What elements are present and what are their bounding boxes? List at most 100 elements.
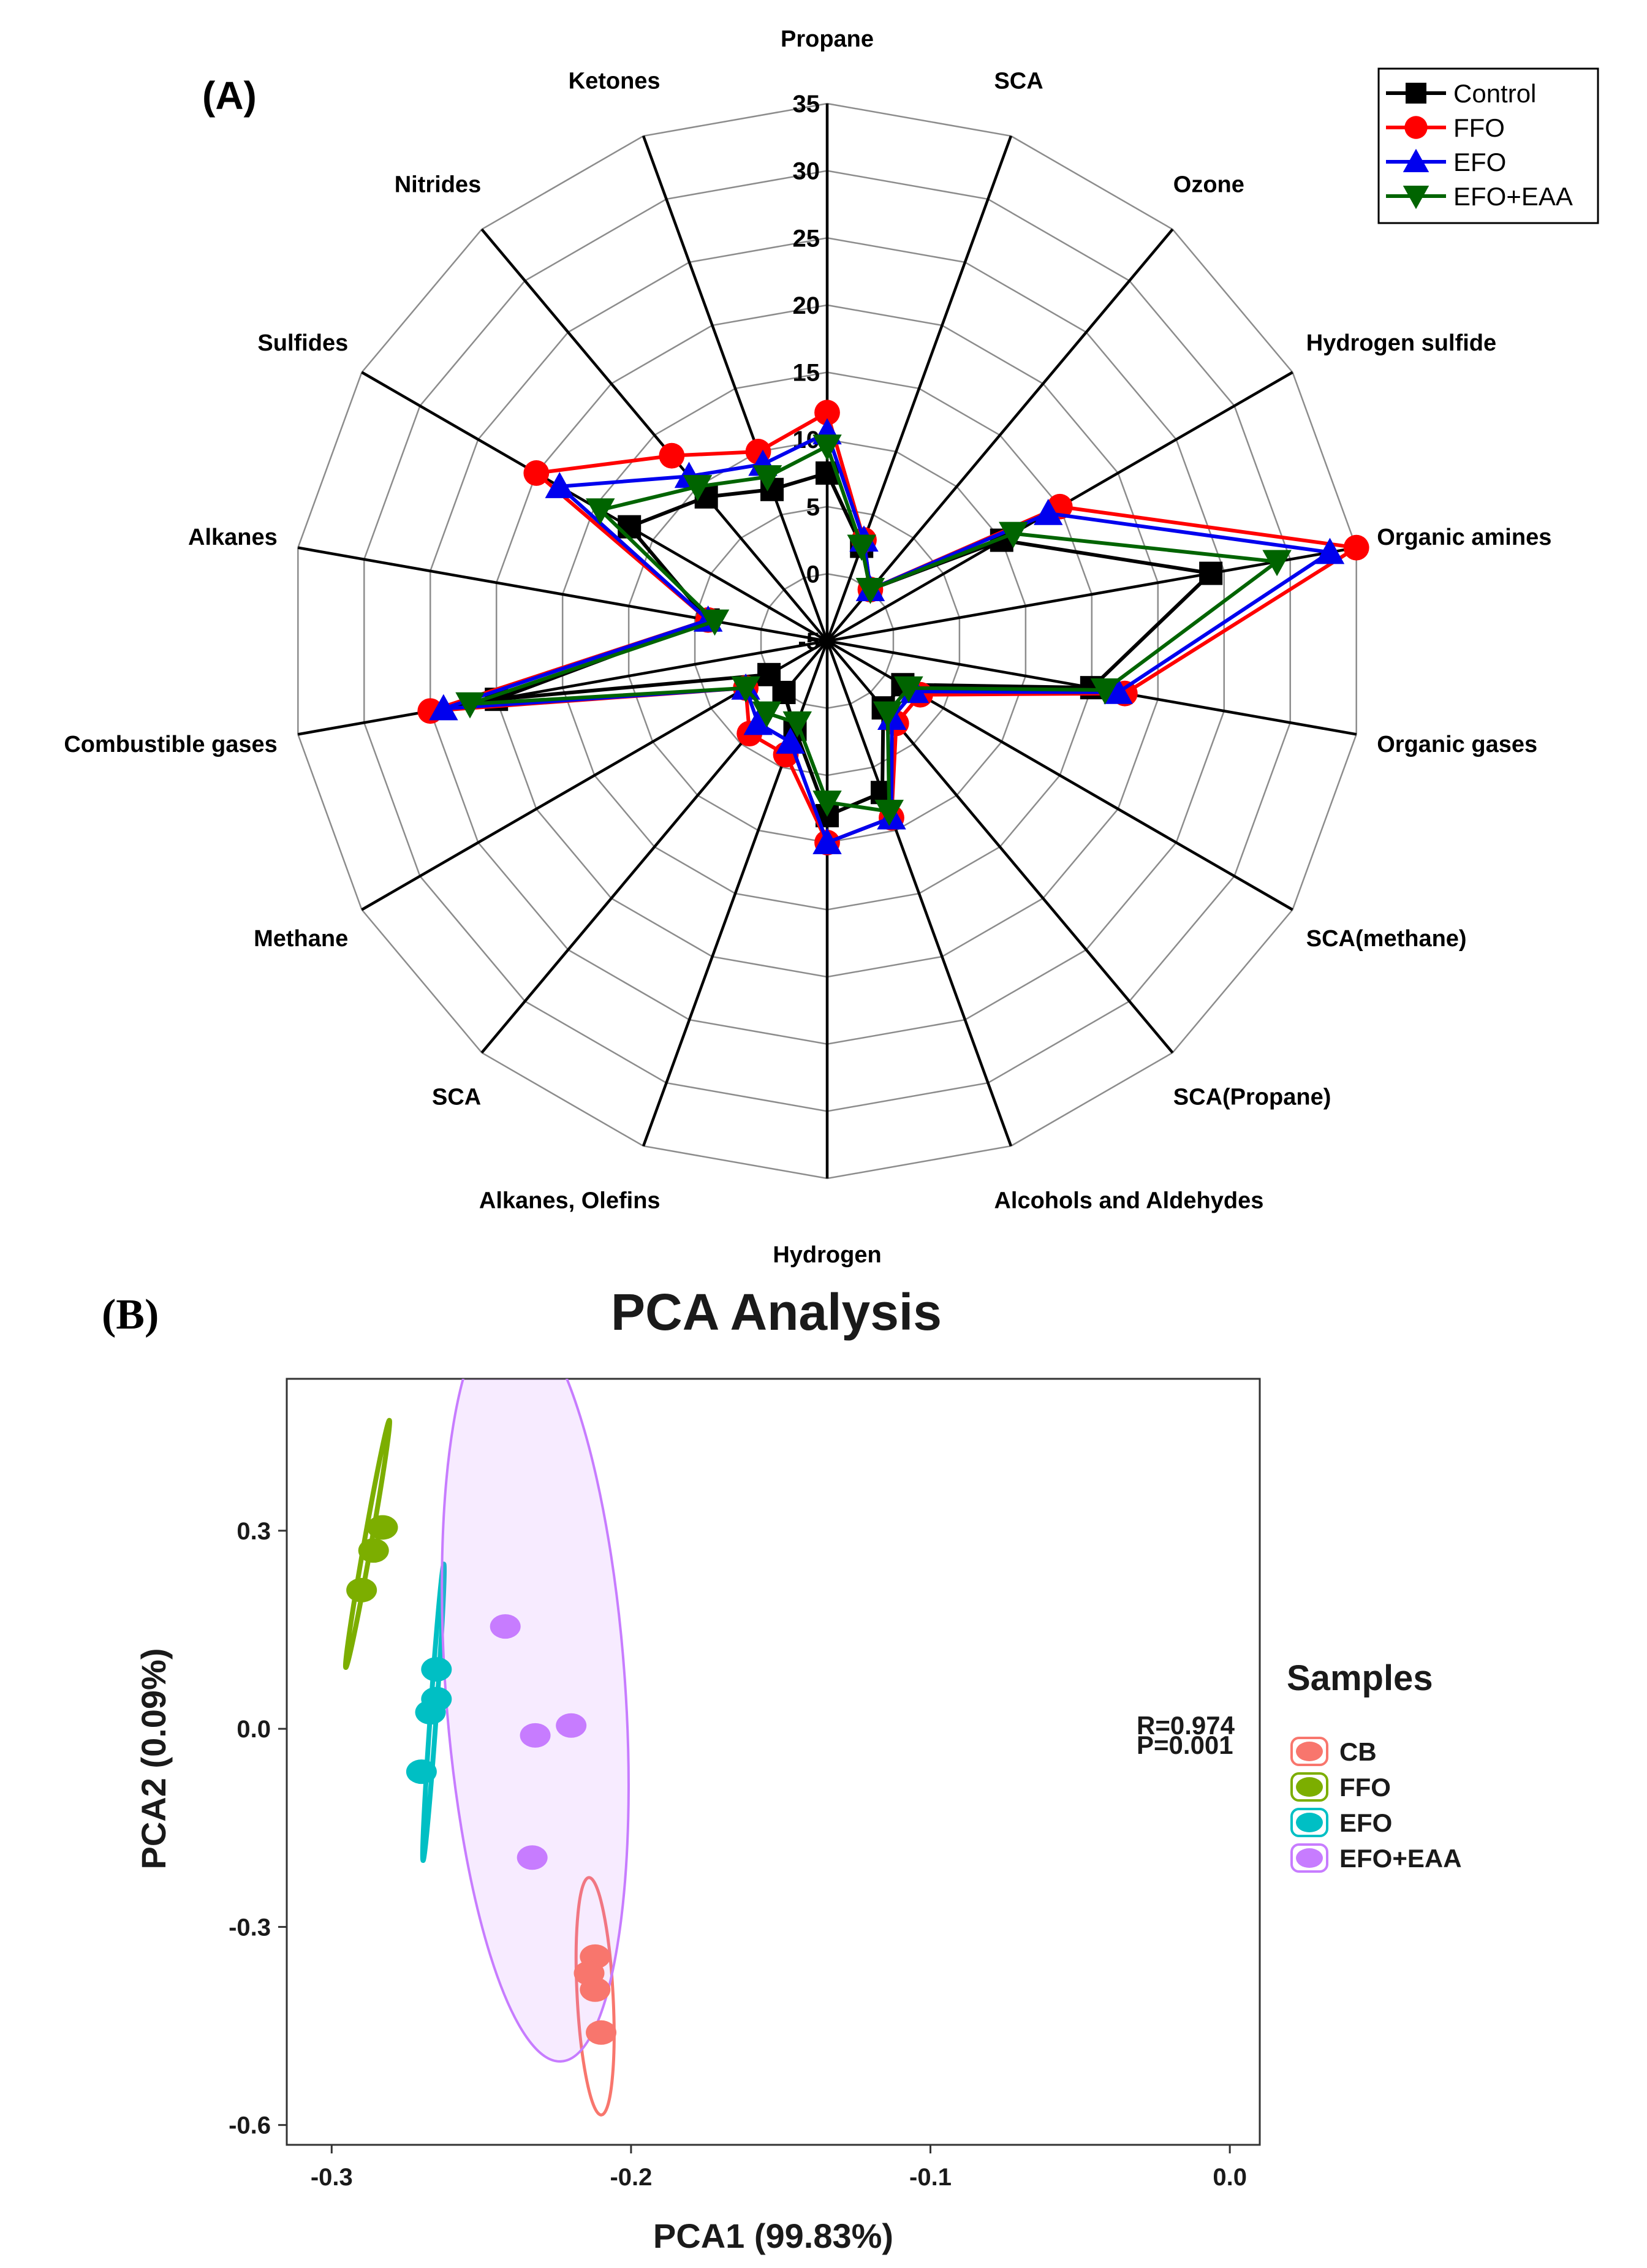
pca-stat-p: P=0.001 — [1137, 1731, 1233, 1759]
radar-tick-label: 25 — [793, 225, 820, 252]
radar-point-efo-eaa — [731, 676, 760, 703]
pca-point-efo-eaa — [556, 1713, 587, 1738]
pca-points — [346, 1515, 617, 2045]
radar-tick-label: 15 — [793, 360, 820, 387]
radar-spoke — [825, 640, 1013, 1147]
radar-point-efo-eaa — [1262, 550, 1292, 577]
radar-spoke — [297, 546, 828, 643]
radar-point-ffo — [659, 442, 685, 469]
radar-tick-label: 5 — [806, 494, 820, 521]
radar-legend-marker-efo — [1403, 148, 1429, 172]
radar-point-efo-eaa — [812, 434, 842, 461]
radar-series-efo-eaa — [455, 434, 1292, 826]
radar-point-control — [1199, 561, 1223, 585]
pca-y-ticks: 0.3 0.0 -0.3 -0.6 — [229, 1518, 287, 2139]
radar-category-label-hydrogen: Hydrogen — [773, 1242, 881, 1268]
pca-y-tick-label: -0.6 — [229, 2112, 271, 2139]
pca-point-efo — [406, 1759, 437, 1784]
radar-point-ffo — [814, 400, 840, 426]
radar-category-label-combustible-gases: Combustible gases — [64, 732, 277, 757]
radar-spoke — [480, 228, 828, 642]
pca-point-ffo — [346, 1577, 377, 1602]
pca-x-axis-title: PCA1 (99.83%) — [653, 2217, 893, 2255]
pca-legend-dot-cb — [1296, 1742, 1323, 1761]
radar-spoke — [642, 135, 829, 642]
radar-category-label-alcohols-and-aldehydes: Alcohols and Aldehydes — [994, 1188, 1263, 1213]
radar-category-label-sca-propane: SCA(Propane) — [1173, 1085, 1331, 1110]
radar-point-efo — [1315, 537, 1345, 564]
radar-point-efo-eaa — [873, 701, 903, 728]
radar-category-label-sca-methane: SCA(methane) — [1306, 926, 1467, 952]
pca-ellipse-cb — [574, 1876, 616, 2117]
pca-x-ticks: -0.3 -0.2 -0.1 0.0 — [311, 2145, 1247, 2191]
radar-point-efo — [743, 708, 773, 735]
pca-y-axis-title: PCA2 (0.09%) — [134, 1648, 173, 1869]
radar-spoke — [826, 228, 1174, 642]
pca-legend-label-efo: EFO — [1339, 1808, 1392, 1837]
radar-category-label-methane: Methane — [254, 926, 348, 952]
radar-tick-label: 20 — [793, 292, 820, 319]
radar-series-group — [417, 400, 1369, 855]
pca-x-tick-label: -0.1 — [909, 2164, 952, 2191]
radar-category-label-propane: Propane — [781, 26, 874, 52]
radar-legend-marker-ffo — [1404, 116, 1428, 139]
radar-point-efo-eaa — [752, 701, 782, 728]
radar-point-efo — [1104, 678, 1133, 704]
pca-y-tick-label: -0.3 — [229, 1914, 271, 1941]
radar-point-efo-eaa — [700, 609, 730, 636]
panel-b-label: (B) — [102, 1291, 159, 1338]
radar-category-label-sca: SCA — [432, 1085, 481, 1110]
radar-point-efo-eaa — [812, 791, 842, 817]
radar-category-label-sulfides: Sulfides — [257, 330, 348, 356]
radar-spoke — [827, 546, 1357, 643]
radar-category-label-ketones: Ketones — [569, 69, 661, 94]
radar-point-efo-eaa — [752, 465, 782, 491]
radar-tick-label: 30 — [793, 158, 820, 185]
pca-point-efo — [421, 1657, 452, 1682]
pca-title: PCA Analysis — [611, 1283, 942, 1341]
radar-category-label-organic-gases: Organic gases — [1377, 732, 1537, 757]
pca-y-tick-label: 0.0 — [237, 1716, 271, 1743]
radar-tick-label: -5 — [798, 628, 820, 655]
radar-category-label-hydrogen-sulfide: Hydrogen sulfide — [1306, 330, 1496, 356]
pca-point-efo-eaa — [520, 1723, 551, 1748]
radar-point-efo-eaa — [874, 800, 904, 826]
pca-x-tick-label: 0.0 — [1213, 2164, 1247, 2191]
radar-point-efo-eaa — [782, 711, 812, 738]
pca-point-efo-eaa — [490, 1614, 521, 1639]
radar-point-efo — [776, 727, 805, 754]
pca-point-ffo — [367, 1515, 398, 1540]
radar-legend-label-efo-eaa: EFO+EAA — [1453, 182, 1573, 211]
radar-spoke — [297, 639, 828, 736]
pca-plot-frame — [286, 1378, 1261, 2146]
radar-legend: Control FFO EFO EFO+EAA — [1377, 67, 1599, 224]
radar-point-efo — [1034, 498, 1063, 525]
pca-legend-label-cb: CB — [1339, 1737, 1377, 1766]
pca-point-efo — [415, 1700, 446, 1725]
radar-point-efo-eaa — [1090, 678, 1120, 705]
radar-point-efo-eaa — [894, 676, 923, 703]
radar-point-ffo — [523, 460, 550, 486]
radar-point-efo — [429, 694, 458, 721]
radar-point-efo-eaa — [683, 475, 713, 501]
radar-point-efo — [545, 472, 575, 498]
radar-tick-label: 0 — [806, 561, 820, 588]
pca-point-ffo — [358, 1538, 389, 1563]
pca-chart: (B) PCA Analysis -0.3 -0.2 -0.1 0.0 0.30.0-… — [102, 1283, 1462, 2255]
pca-point-cb — [580, 1977, 611, 2002]
pca-point-cb — [586, 2020, 617, 2045]
radar-point-control — [757, 662, 781, 686]
radar-legend-marker-efo-eaa — [1403, 186, 1429, 210]
radar-category-label-organic-amines: Organic amines — [1377, 525, 1551, 550]
radar-category-label-alkanes-olefins: Alkanes, Olefins — [479, 1188, 661, 1213]
radar-point-efo — [812, 828, 842, 854]
radar-category-label-ozone: Ozone — [1173, 172, 1244, 197]
pca-stat-r: R=0.974 — [1137, 1711, 1235, 1740]
radar-point-control — [618, 515, 642, 539]
radar-tick-label: 35 — [793, 91, 820, 118]
pca-legend-dot-efo-eaa — [1296, 1848, 1323, 1868]
radar-point-efo-eaa — [999, 521, 1028, 548]
panel-a-label: (A) — [202, 74, 257, 118]
